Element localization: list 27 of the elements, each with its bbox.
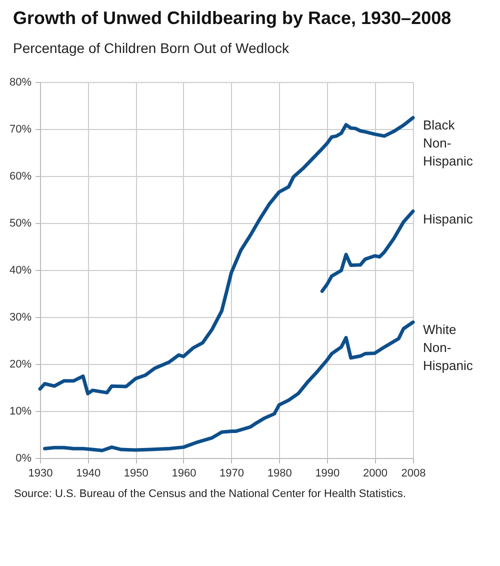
y-tick-label: 40%: [9, 264, 32, 276]
x-tick-label: 1940: [76, 468, 101, 480]
series-label: White Non-Hispanic: [423, 322, 474, 374]
x-tick-label: 1950: [124, 468, 148, 480]
series-label: Hispanic: [423, 211, 474, 226]
x-tick-label: 1970: [220, 468, 244, 480]
x-tick-label: 1980: [267, 468, 292, 480]
y-tick-label: 60%: [9, 170, 32, 182]
x-tick-label: 1930: [28, 468, 53, 480]
line-series: [43, 320, 415, 452]
line-series: [38, 116, 415, 396]
y-tick-label: 30%: [9, 312, 32, 324]
y-tick-label: 0%: [16, 452, 32, 464]
line-series: [320, 210, 415, 293]
y-tick-label: 80%: [9, 76, 32, 88]
x-tick-label: 1990: [315, 468, 340, 480]
chart-title: Growth of Unwed Childbearing by Race, 1930–2008: [12, 8, 452, 28]
y-tick-label: 10%: [9, 406, 32, 418]
y-tick-label: 50%: [9, 218, 32, 230]
y-tick-label: 20%: [9, 358, 32, 370]
series-label: Black Non-Hispanic: [423, 118, 474, 169]
source-note: Source: U.S. Bureau of the Census and the National Center for Health Statistics.: [14, 488, 407, 500]
x-tick-label: 2008: [401, 468, 426, 480]
chart-subtitle: Percentage of Children Born Out of Wedlock: [12, 40, 290, 56]
x-tick-label: 1960: [172, 468, 196, 480]
x-tick-label: 2000: [363, 468, 388, 480]
y-tick-label: 70%: [9, 124, 32, 136]
